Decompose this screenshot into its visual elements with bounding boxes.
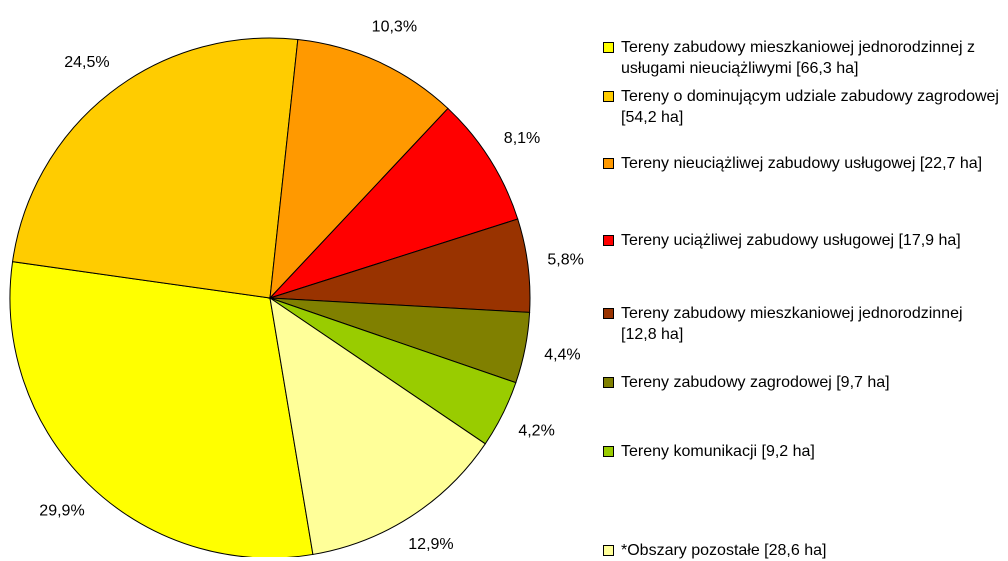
pie-slice xyxy=(269,38,449,300)
legend-swatch xyxy=(603,235,614,246)
legend-swatch xyxy=(603,308,614,319)
pie-slice xyxy=(9,261,314,557)
legend-swatch xyxy=(603,446,614,457)
legend-item: Tereny uciążliwej zabudowy usługowej [17… xyxy=(600,230,1000,251)
legend-label: Tereny nieuciążliwej zabudowy usługowej … xyxy=(621,155,983,172)
data-label: 4,2% xyxy=(518,422,554,439)
legend-swatch xyxy=(603,42,614,53)
chart: 29,9% 24,5% 10,3% 8,1% 5,8% 4,4% 4,2% 12,9% xyxy=(9,18,584,557)
legend-swatch xyxy=(603,158,614,169)
legend-item: Tereny zabudowy mieszkaniowej jednorodzi… xyxy=(600,37,1000,79)
legend-label: Tereny komunikacji [9,2 ha] xyxy=(621,443,815,460)
legend-swatch xyxy=(603,377,614,388)
data-label: 10,3% xyxy=(372,18,417,35)
legend-label: *Obszary pozostałe [28,6 ha] xyxy=(621,542,827,559)
legend-item: Tereny zabudowy mieszkaniowej jednorodzi… xyxy=(600,303,1000,345)
legend-item: Tereny o dominującym udziale zabudowy za… xyxy=(600,86,1000,128)
legend-label: Tereny uciążliwej zabudowy usługowej [17… xyxy=(621,232,961,249)
legend-item: *Obszary pozostałe [28,6 ha] xyxy=(600,540,1000,561)
legend-label: Tereny o dominującym udziale zabudowy za… xyxy=(621,88,999,126)
pie-slice xyxy=(269,296,486,556)
data-label: 12,9% xyxy=(408,536,453,553)
legend-item: Tereny komunikacji [9,2 ha] xyxy=(600,441,1000,462)
legend-swatch xyxy=(603,545,614,556)
legend-item: Tereny zabudowy zagrodowej [9,7 ha] xyxy=(600,372,1000,393)
legend-swatch xyxy=(603,91,614,102)
legend-label: Tereny zabudowy mieszkaniowej jednorodzi… xyxy=(621,305,963,343)
data-label: 5,8% xyxy=(547,252,583,269)
data-label: 29,9% xyxy=(39,503,84,520)
pie-slice xyxy=(11,37,299,299)
data-label: 8,1% xyxy=(504,130,540,147)
pie-slice xyxy=(268,107,519,300)
data-label: 4,4% xyxy=(544,347,580,364)
legend-item: Tereny nieuciążliwej zabudowy usługowej … xyxy=(600,153,1000,174)
legend-label: Tereny zabudowy mieszkaniowej jednorodzi… xyxy=(621,39,975,77)
legend-label: Tereny zabudowy zagrodowej [9,7 ha] xyxy=(621,374,890,391)
data-label: 24,5% xyxy=(64,54,109,71)
